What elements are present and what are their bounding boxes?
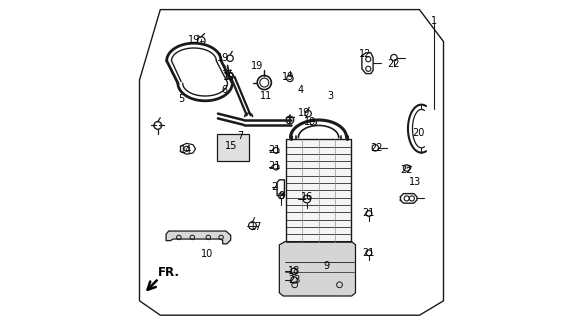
Text: 16: 16 — [301, 192, 314, 202]
Text: 5: 5 — [178, 94, 184, 104]
Text: 4: 4 — [298, 84, 304, 95]
Text: 13: 13 — [409, 177, 421, 188]
Text: 23: 23 — [288, 275, 300, 285]
Text: 19: 19 — [216, 52, 229, 63]
Text: 10: 10 — [201, 249, 213, 260]
Text: 21: 21 — [269, 145, 281, 156]
Text: 12: 12 — [359, 49, 371, 60]
Bar — [217, 134, 250, 161]
Bar — [286, 139, 352, 242]
Text: 1: 1 — [431, 16, 437, 26]
Text: 19: 19 — [282, 72, 294, 83]
Text: 22: 22 — [370, 143, 382, 153]
Text: 19: 19 — [298, 108, 310, 118]
Text: 21: 21 — [362, 248, 374, 259]
Text: 21: 21 — [362, 208, 374, 218]
Text: 2: 2 — [272, 182, 278, 192]
Text: 19: 19 — [304, 117, 316, 127]
Text: 20: 20 — [413, 128, 425, 138]
Text: 14: 14 — [180, 145, 192, 156]
Polygon shape — [139, 10, 444, 315]
Text: 21: 21 — [269, 161, 281, 172]
Text: 22: 22 — [388, 59, 400, 69]
Text: 18: 18 — [288, 266, 300, 276]
Text: 15: 15 — [224, 140, 237, 151]
Text: 6: 6 — [221, 84, 227, 95]
Text: 8: 8 — [279, 191, 285, 201]
Text: 19: 19 — [223, 72, 235, 82]
Text: 7: 7 — [237, 131, 244, 141]
Polygon shape — [166, 231, 231, 244]
Text: 3: 3 — [327, 91, 333, 101]
Polygon shape — [279, 242, 356, 296]
Text: 19: 19 — [251, 60, 264, 71]
Text: FR.: FR. — [158, 266, 180, 279]
Text: 17: 17 — [250, 222, 262, 232]
Text: 9: 9 — [324, 260, 330, 271]
Text: 11: 11 — [260, 91, 272, 101]
Text: 22: 22 — [401, 165, 413, 175]
Text: 19: 19 — [188, 35, 200, 45]
